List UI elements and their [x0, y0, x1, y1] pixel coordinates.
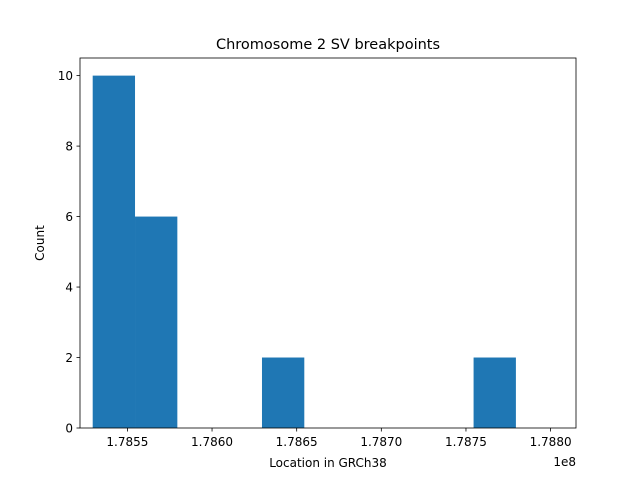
- x-axis-offset-label: 1e8: [553, 455, 576, 469]
- x-axis-label: Location in GRCh38: [269, 456, 387, 470]
- y-tick-label-0: 0: [65, 422, 73, 436]
- histogram-bar-4: [261, 357, 305, 428]
- y-axis-label: Count: [33, 225, 47, 261]
- plot-frame: [79, 57, 577, 429]
- y-axis-ticks: 0 2 4 6 8 10: [58, 69, 80, 436]
- y-tick-label-2: 4: [65, 281, 73, 295]
- y-tick-label-1: 2: [65, 351, 73, 365]
- chart-title: Chromosome 2 SV breakpoints: [216, 37, 440, 53]
- y-tick-label-4: 8: [65, 140, 73, 154]
- x-tick-label-4: 1.7875: [445, 435, 487, 449]
- x-tick-label-0: 1.7855: [106, 435, 148, 449]
- histogram-bar-9: [473, 357, 516, 428]
- x-tick-label-5: 1.7880: [530, 435, 572, 449]
- histogram-bar-0: [92, 75, 136, 429]
- x-tick-label-3: 1.7870: [360, 435, 402, 449]
- x-axis-ticks: 1.7855 1.7860 1.7865 1.7870 1.7875 1.7880: [106, 428, 572, 449]
- y-tick-label-5: 10: [58, 69, 73, 83]
- x-tick-label-2: 1.7865: [276, 435, 318, 449]
- y-tick-label-3: 6: [65, 210, 73, 224]
- x-tick-label-1: 1.7860: [191, 435, 233, 449]
- histogram-bar-1: [135, 216, 178, 428]
- bars-group: [92, 75, 516, 429]
